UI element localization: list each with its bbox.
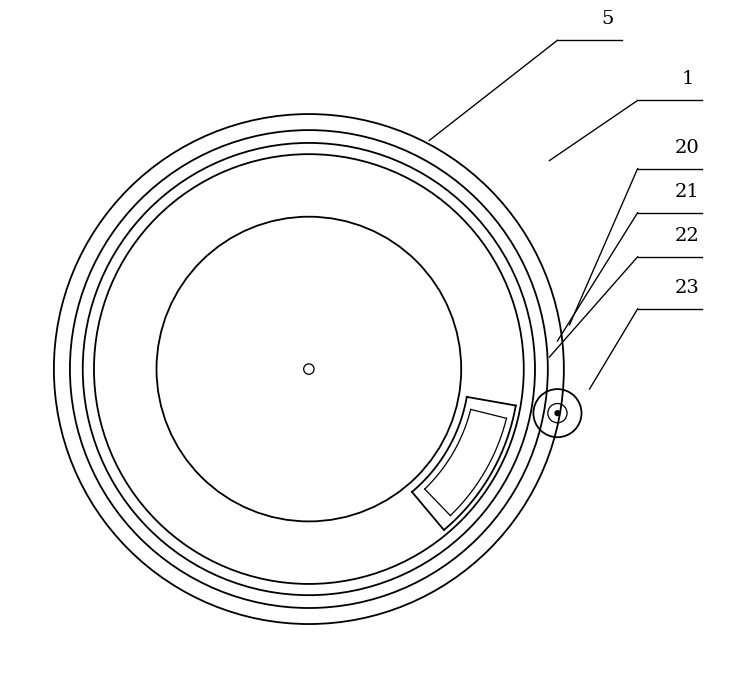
Text: 1: 1: [681, 70, 694, 89]
Text: 5: 5: [601, 10, 613, 29]
Text: 20: 20: [675, 138, 700, 157]
Text: 22: 22: [675, 227, 700, 244]
Text: 23: 23: [675, 279, 700, 297]
Text: 21: 21: [675, 183, 700, 201]
Circle shape: [555, 411, 560, 415]
